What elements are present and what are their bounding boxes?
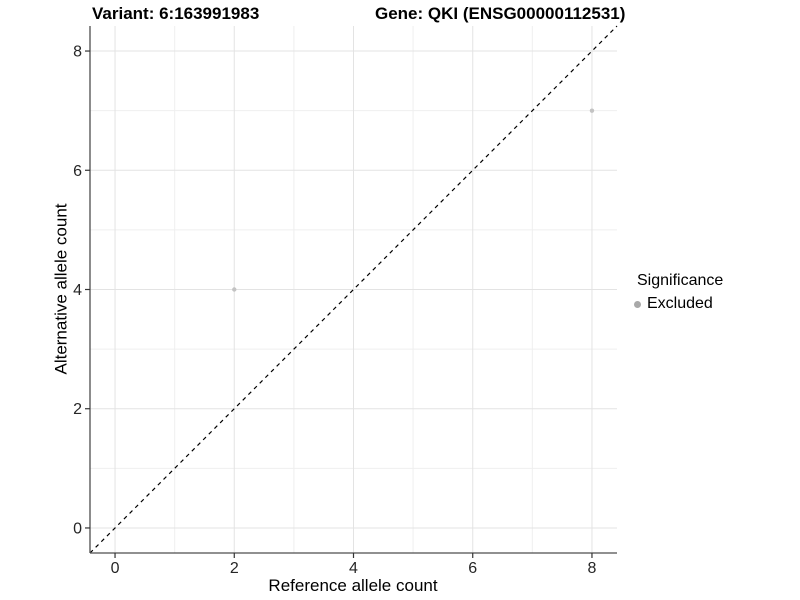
legend-item: Excluded	[634, 294, 723, 314]
y-axis-title: Alternative allele count	[51, 203, 71, 375]
legend-point-icon	[634, 300, 641, 308]
legend-items: Excluded	[634, 294, 723, 314]
data-point	[232, 287, 237, 292]
y-tick-label: 4	[73, 282, 82, 299]
x-tick-label: 0	[111, 560, 120, 577]
y-tick-label: 8	[73, 44, 82, 61]
x-tick-label: 4	[349, 560, 358, 577]
y-tick-label: 2	[73, 401, 82, 418]
y-tick-label: 6	[73, 163, 82, 180]
plot-title-variant: Variant: 6:163991983	[92, 4, 260, 23]
legend-title: Significance	[637, 272, 724, 289]
x-tick-label: 6	[468, 560, 477, 577]
data-point	[589, 108, 595, 113]
x-axis-title: Reference allele count	[268, 576, 438, 595]
legend-item-label: Excluded	[647, 295, 713, 312]
y-tick-label: 0	[73, 520, 82, 537]
x-tick-label: 8	[588, 560, 597, 577]
legend: Significance Excluded	[634, 271, 724, 314]
x-tick-label: 2	[230, 560, 239, 577]
plot-title-gene: Gene: QKI (ENSG00000112531)	[375, 4, 626, 23]
